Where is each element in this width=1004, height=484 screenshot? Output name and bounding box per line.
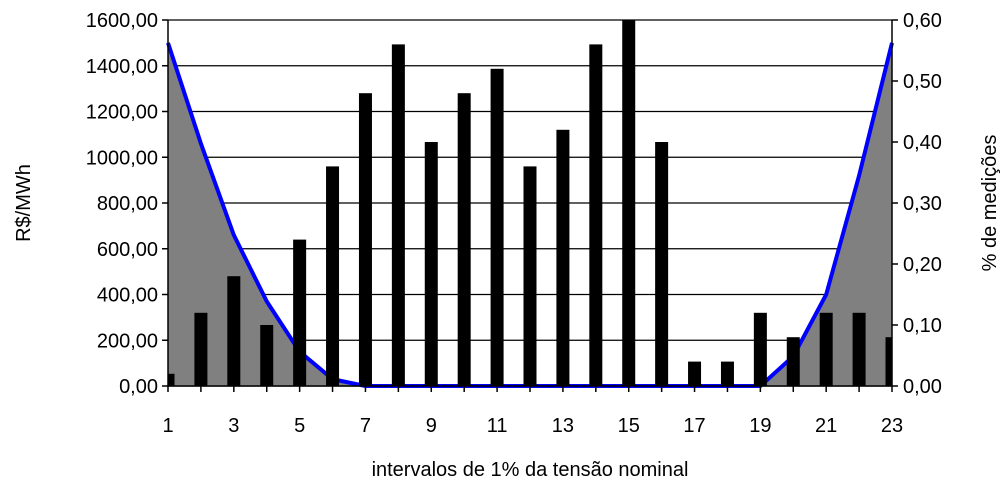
y-tick-labels: 0,00 200,00 400,00 600,00 800,00 1000,00 1200,… (86, 10, 158, 398)
y-tick-label: 800,00 (97, 193, 158, 215)
area-fill (168, 42, 892, 386)
bar (786, 337, 800, 386)
x-tick-label: 5 (294, 415, 305, 437)
bar (688, 361, 702, 386)
axes (162, 19, 898, 392)
y-tick-label: 1200,00 (86, 102, 158, 124)
y-tick-label: 200,00 (97, 330, 158, 352)
x-tick-label: 1 (162, 415, 173, 437)
bar (885, 337, 892, 386)
y2-tick-label: 0,20 (903, 254, 942, 276)
y2-tick-label: 0,40 (903, 132, 942, 154)
x-tick-label: 9 (426, 415, 437, 437)
x-tick-labels: 1 3 5 7 9 11 13 15 17 19 21 23 (162, 415, 903, 437)
bar (358, 93, 372, 386)
y-tick-label: 1000,00 (86, 147, 158, 169)
bar (852, 312, 866, 386)
bar (391, 44, 405, 387)
bar (293, 239, 307, 386)
y-tick-label: 1600,00 (86, 10, 158, 32)
bar (457, 93, 471, 386)
x-tick-label: 13 (552, 415, 574, 437)
bar (655, 142, 669, 386)
y-tick-label: 600,00 (97, 239, 158, 261)
bar (490, 68, 504, 387)
bar (720, 361, 734, 386)
bar (753, 312, 767, 386)
x-axis-title: intervalos de 1% da tensão nominal (372, 459, 689, 481)
x-tick-label: 7 (360, 415, 371, 437)
x-tick-label: 17 (683, 415, 705, 437)
x-tick-label: 19 (749, 415, 771, 437)
y2-tick-label: 0,60 (903, 10, 942, 32)
bar (260, 325, 274, 386)
y-tick-label: 1400,00 (86, 56, 158, 78)
y2-tick-label: 0,10 (903, 315, 942, 337)
bar (168, 373, 175, 386)
bar (194, 312, 208, 386)
y-tick-label: 400,00 (97, 285, 158, 307)
x-tick-label: 15 (618, 415, 640, 437)
bar (622, 20, 636, 386)
x-tick-label: 11 (487, 415, 508, 437)
y2-tick-label: 0,00 (903, 376, 942, 398)
bar (589, 44, 603, 387)
bar (227, 276, 241, 386)
bar-series (168, 20, 892, 387)
bar (523, 166, 537, 386)
bar (326, 166, 340, 386)
y-tick-label: 0,00 (119, 376, 158, 398)
y-axis-title: R$/MWh (13, 164, 35, 242)
x-tick-label: 21 (815, 415, 837, 437)
bar (556, 129, 570, 387)
x-tick-label: 3 (228, 415, 239, 437)
y2-tick-label: 0,30 (903, 193, 942, 215)
bar (424, 142, 438, 386)
bar (819, 312, 833, 386)
x-tick-label: 23 (881, 415, 903, 437)
y2-axis-title: % de medições (979, 135, 1001, 272)
y2-tick-label: 0,50 (903, 71, 942, 93)
y2-tick-labels: 0,00 0,10 0,20 0,30 0,40 0,50 0,60 (903, 10, 942, 398)
